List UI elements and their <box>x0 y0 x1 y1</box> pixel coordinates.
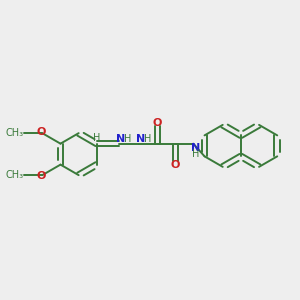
Text: N: N <box>116 134 126 144</box>
Text: H: H <box>93 133 100 143</box>
Text: CH₃: CH₃ <box>5 170 23 180</box>
Text: O: O <box>153 118 162 128</box>
Text: O: O <box>171 160 180 170</box>
Text: N: N <box>136 134 146 144</box>
Text: O: O <box>37 127 46 137</box>
Text: N: N <box>191 143 200 153</box>
Text: CH₃: CH₃ <box>5 128 23 138</box>
Text: H: H <box>144 134 151 144</box>
Text: O: O <box>37 171 46 181</box>
Text: H: H <box>124 134 131 144</box>
Text: H: H <box>192 148 199 159</box>
